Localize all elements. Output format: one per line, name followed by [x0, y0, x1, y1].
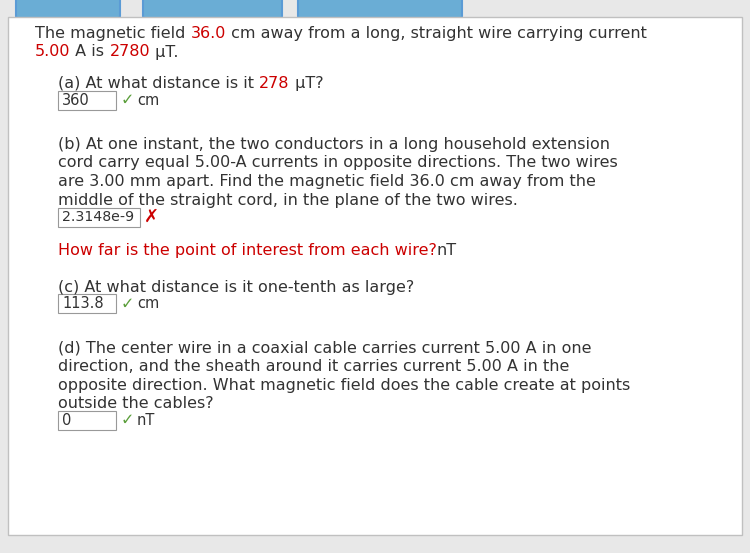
Text: opposite direction. What magnetic field does the cable create at points: opposite direction. What magnetic field … [58, 378, 630, 393]
FancyBboxPatch shape [58, 207, 140, 227]
Text: 113.8: 113.8 [62, 296, 104, 311]
Text: cord carry equal 5.00-A currents in opposite directions. The two wires: cord carry equal 5.00-A currents in oppo… [58, 155, 618, 170]
Text: ✓: ✓ [121, 296, 134, 311]
Text: middle of the straight cord, in the plane of the two wires.: middle of the straight cord, in the plan… [58, 192, 518, 207]
Text: 0: 0 [62, 413, 71, 429]
Text: are 3.00 mm apart. Find the magnetic field 36.0 cm away from the: are 3.00 mm apart. Find the magnetic fie… [58, 174, 596, 189]
FancyBboxPatch shape [58, 411, 116, 430]
Text: cm: cm [137, 93, 159, 108]
Text: A is: A is [70, 44, 110, 60]
Text: 2780: 2780 [110, 44, 150, 60]
Text: ✗: ✗ [144, 208, 159, 226]
FancyBboxPatch shape [143, 0, 282, 18]
Text: 360: 360 [62, 93, 90, 108]
Text: (d) The center wire in a coaxial cable carries current 5.00 A in one: (d) The center wire in a coaxial cable c… [58, 341, 592, 356]
Text: How far is the point of interest from each wire?: How far is the point of interest from ea… [58, 243, 436, 258]
Text: 278: 278 [260, 76, 290, 91]
FancyBboxPatch shape [58, 91, 116, 109]
Text: μT.: μT. [150, 44, 178, 60]
Text: ✓: ✓ [121, 93, 134, 108]
Text: nT: nT [436, 243, 457, 258]
Text: direction, and the sheath around it carries current 5.00 A in the: direction, and the sheath around it carr… [58, 359, 569, 374]
Text: cm: cm [137, 296, 159, 311]
Text: cm away from a long, straight wire carrying current: cm away from a long, straight wire carry… [226, 26, 646, 41]
FancyBboxPatch shape [16, 0, 120, 18]
Text: ✓: ✓ [121, 413, 134, 429]
Text: μT?: μT? [290, 76, 323, 91]
Text: (c) At what distance is it one-tenth as large?: (c) At what distance is it one-tenth as … [58, 280, 414, 295]
Text: (a) At what distance is it: (a) At what distance is it [58, 76, 260, 91]
Text: nT: nT [137, 413, 155, 429]
Text: 2.3148e-9: 2.3148e-9 [62, 210, 134, 224]
Text: 5.00: 5.00 [35, 44, 70, 60]
Text: (b) At one instant, the two conductors in a long household extension: (b) At one instant, the two conductors i… [58, 137, 610, 152]
FancyBboxPatch shape [298, 0, 462, 18]
FancyBboxPatch shape [8, 17, 742, 535]
Text: The magnetic field: The magnetic field [35, 26, 190, 41]
Text: outside the cables?: outside the cables? [58, 397, 214, 411]
FancyBboxPatch shape [58, 294, 116, 314]
Text: 36.0: 36.0 [190, 26, 226, 41]
